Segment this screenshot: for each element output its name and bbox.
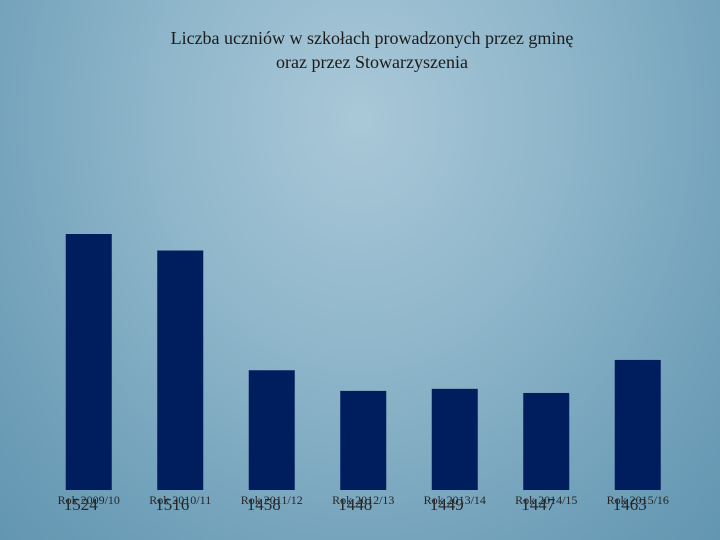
data-label-2: 1458 (247, 495, 281, 514)
category-label-5: Rok 2014/15 (515, 493, 577, 507)
data-label-5: 1447 (521, 495, 556, 514)
category-labels: Rok 2009/10 Rok 2010/11 Rok 2011/12 Rok 201… (58, 493, 669, 507)
bar-4 (431, 388, 478, 490)
category-label-3: Rok 2012/13 (332, 493, 394, 507)
category-label-0: Rok 2009/10 (58, 493, 120, 507)
chart-title: Liczba uczniów w szkołach prowadzonych p… (0, 26, 720, 74)
data-labels: 1524 1516 1458 1448 1449 1447 1463 (64, 495, 647, 514)
bar-5 (523, 392, 570, 490)
bar-0 (65, 234, 112, 490)
chart-title-line-1: Liczba uczniów w szkołach prowadzonych p… (170, 28, 574, 48)
bar-1 (157, 250, 204, 490)
bar-6 (614, 359, 661, 490)
category-label-2: Rok 2011/12 (241, 493, 303, 507)
data-label-3: 1448 (338, 495, 372, 514)
data-label-0: 1524 (64, 495, 99, 514)
bar-group (65, 234, 661, 490)
bar-3 (340, 390, 387, 490)
category-label-4: Rok 2013/14 (424, 493, 486, 507)
category-label-6: Rok 2015/16 (607, 493, 669, 507)
data-label-4: 1449 (430, 495, 464, 514)
data-label-1: 1516 (155, 495, 189, 514)
data-label-6: 1463 (613, 495, 647, 514)
category-label-1: Rok 2010/11 (149, 493, 211, 507)
chart-title-line-2: oraz przez Stowarzyszenia (276, 52, 468, 72)
bar-2 (248, 370, 295, 490)
